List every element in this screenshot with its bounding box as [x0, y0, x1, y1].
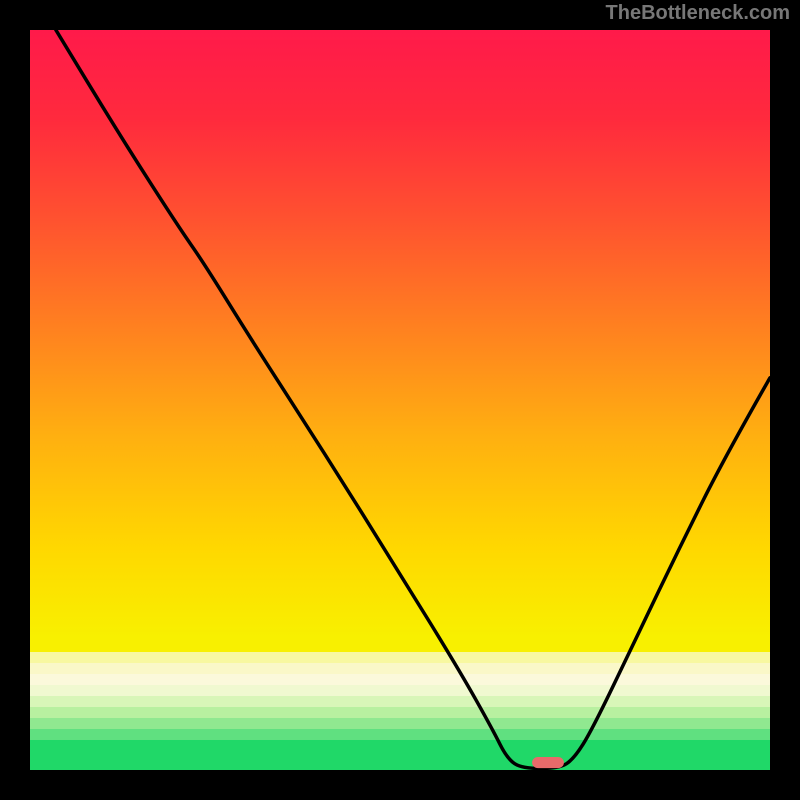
curve-overlay: [0, 0, 800, 800]
watermark-text: TheBottleneck.com: [606, 2, 790, 25]
chart-container: { "canvas": { "width": 800, "height": 80…: [0, 0, 800, 800]
bottleneck-curve: [56, 30, 770, 769]
optimum-marker: [532, 757, 564, 768]
